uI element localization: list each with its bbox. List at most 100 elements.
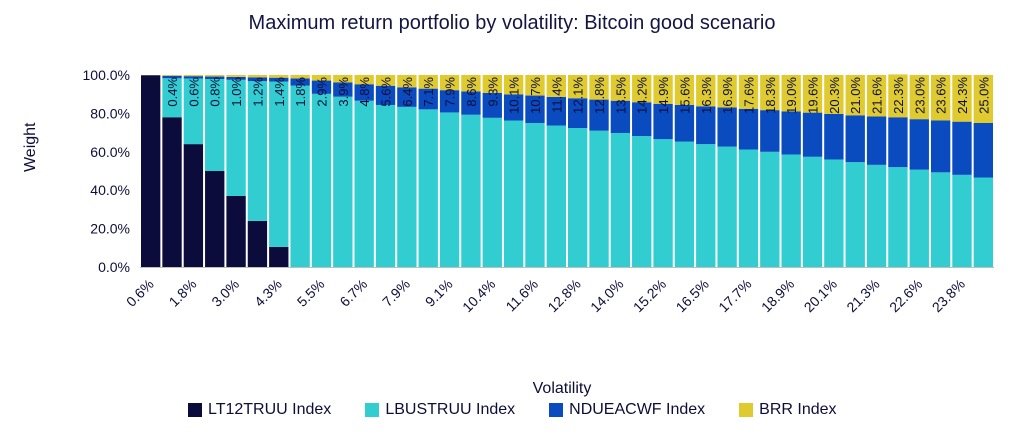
- bar-data-label: 23.0%: [912, 77, 927, 114]
- chart-title: Maximum return portfolio by volatility: …: [248, 12, 776, 34]
- x-axis-label: Volatility: [532, 380, 592, 397]
- bar-segment: [162, 117, 182, 268]
- bar-segment: [397, 106, 417, 267]
- bar-segment: [269, 75, 289, 78]
- bar-segment: [909, 119, 929, 170]
- bar-segment: [247, 77, 268, 82]
- bar-data-label: 1.0%: [229, 77, 244, 107]
- legend-item: LT12TRUU Index: [188, 401, 331, 419]
- bar-segment: [162, 75, 182, 76]
- legend-label: BRR Index: [759, 401, 837, 418]
- bar-data-label: 19.6%: [806, 77, 821, 114]
- bar-segment: [866, 116, 887, 165]
- bar-data-label: 14.9%: [656, 77, 671, 114]
- bar-segment: [461, 91, 481, 115]
- bar-segment: [290, 75, 310, 79]
- bar-data-label: 0.4%: [165, 77, 180, 107]
- x-tick-label: 23.8%: [929, 276, 968, 315]
- bar-segment: [311, 80, 332, 94]
- bar-segment: [845, 115, 865, 163]
- bar-segment: [226, 76, 246, 80]
- bar-segment: [205, 171, 225, 267]
- legend-label: LBUSTRUU Index: [385, 401, 516, 418]
- y-tick-label: 0.0%: [98, 259, 130, 275]
- bar-segment: [866, 164, 887, 267]
- bar-segment: [589, 99, 609, 131]
- bar-segment: [226, 75, 246, 77]
- legend-item: LBUSTRUU Index: [365, 401, 515, 419]
- bar-segment: [503, 94, 524, 121]
- bar-data-label: 8.6%: [464, 77, 479, 107]
- bar-segment: [674, 75, 695, 105]
- bar-segment: [183, 76, 204, 79]
- bar-data-label: 16.3%: [699, 77, 714, 114]
- bar-segment: [162, 78, 182, 118]
- bar-segment: [802, 75, 823, 113]
- bar-segment: [589, 130, 609, 267]
- bar-data-label: 19.0%: [784, 77, 799, 114]
- bar-segment: [845, 162, 865, 267]
- bar-segment: [781, 154, 801, 267]
- bar-data-label: 12.8%: [592, 77, 607, 114]
- bar-segment: [439, 112, 460, 267]
- legend-label: LT12TRUU Index: [208, 401, 332, 418]
- bar-segment: [375, 104, 396, 268]
- bar-segment: [162, 75, 182, 79]
- bar-segment: [632, 102, 652, 137]
- y-tick-label: 60.0%: [90, 144, 130, 160]
- bar-segment: [952, 121, 972, 175]
- bar-segment: [653, 75, 673, 104]
- x-tick-label: 5.5%: [294, 276, 328, 310]
- bar-segment: [696, 106, 716, 145]
- bar-segment: [439, 75, 460, 91]
- bar-segment: [781, 111, 801, 155]
- bar-segment: [205, 79, 225, 171]
- x-tick-label: 18.9%: [758, 276, 797, 315]
- bar-segment: [375, 75, 396, 86]
- bar-segment: [930, 120, 951, 173]
- bar-data-label: %: [144, 77, 159, 89]
- y-tick-label: 100.0%: [83, 67, 130, 83]
- bar-segment: [247, 81, 268, 221]
- legend-item: BRR Index: [739, 401, 837, 419]
- bar-segment: [930, 75, 951, 121]
- bar-segment: [461, 75, 481, 92]
- x-tick-label: 4.3%: [251, 276, 285, 310]
- bar-segment: [183, 144, 204, 267]
- bar-segment: [183, 75, 204, 77]
- bar-data-label: 7.9%: [443, 77, 458, 107]
- bar-data-label: 1.2%: [250, 77, 265, 107]
- x-tick-label: 9.1%: [422, 276, 456, 310]
- bar-segment: [610, 100, 631, 133]
- bar-segment: [418, 88, 438, 110]
- x-tick-label: 1.8%: [166, 276, 200, 310]
- bar-segment: [503, 120, 524, 267]
- bar-segment: [375, 85, 396, 105]
- bar-segment: [568, 75, 588, 99]
- x-tick-label: 21.3%: [843, 276, 882, 315]
- bar-segment: [333, 75, 353, 83]
- bar-segment: [354, 84, 374, 101]
- bar-segment: [781, 75, 801, 112]
- bar-data-label: 10.1%: [507, 77, 522, 114]
- bar-data-label: 10.7%: [528, 77, 543, 114]
- bar-segment: [482, 75, 502, 93]
- bar-data-label: 7.1%: [421, 77, 436, 107]
- x-tick-label: 3.0%: [208, 276, 242, 310]
- bar-data-label: 2.9%: [314, 77, 329, 107]
- bar-data-label: 25.0%: [976, 77, 991, 114]
- bar-segment: [397, 87, 417, 107]
- bar-data-label: 9.3%: [485, 77, 500, 107]
- legend-label: NDUEACWF Index: [569, 401, 706, 418]
- legend-swatch: [549, 403, 564, 417]
- x-tick-label: 17.7%: [715, 276, 754, 315]
- bar-segment: [674, 141, 695, 267]
- bar-segment: [610, 74, 631, 101]
- bar-segment: [930, 172, 951, 267]
- bar-segment: [973, 177, 993, 267]
- bar-data-label: 3.9%: [336, 77, 351, 107]
- bar-data-label: 5.6%: [379, 77, 394, 107]
- x-tick-label: 15.2%: [630, 276, 669, 315]
- x-tick-label: 14.0%: [587, 276, 626, 315]
